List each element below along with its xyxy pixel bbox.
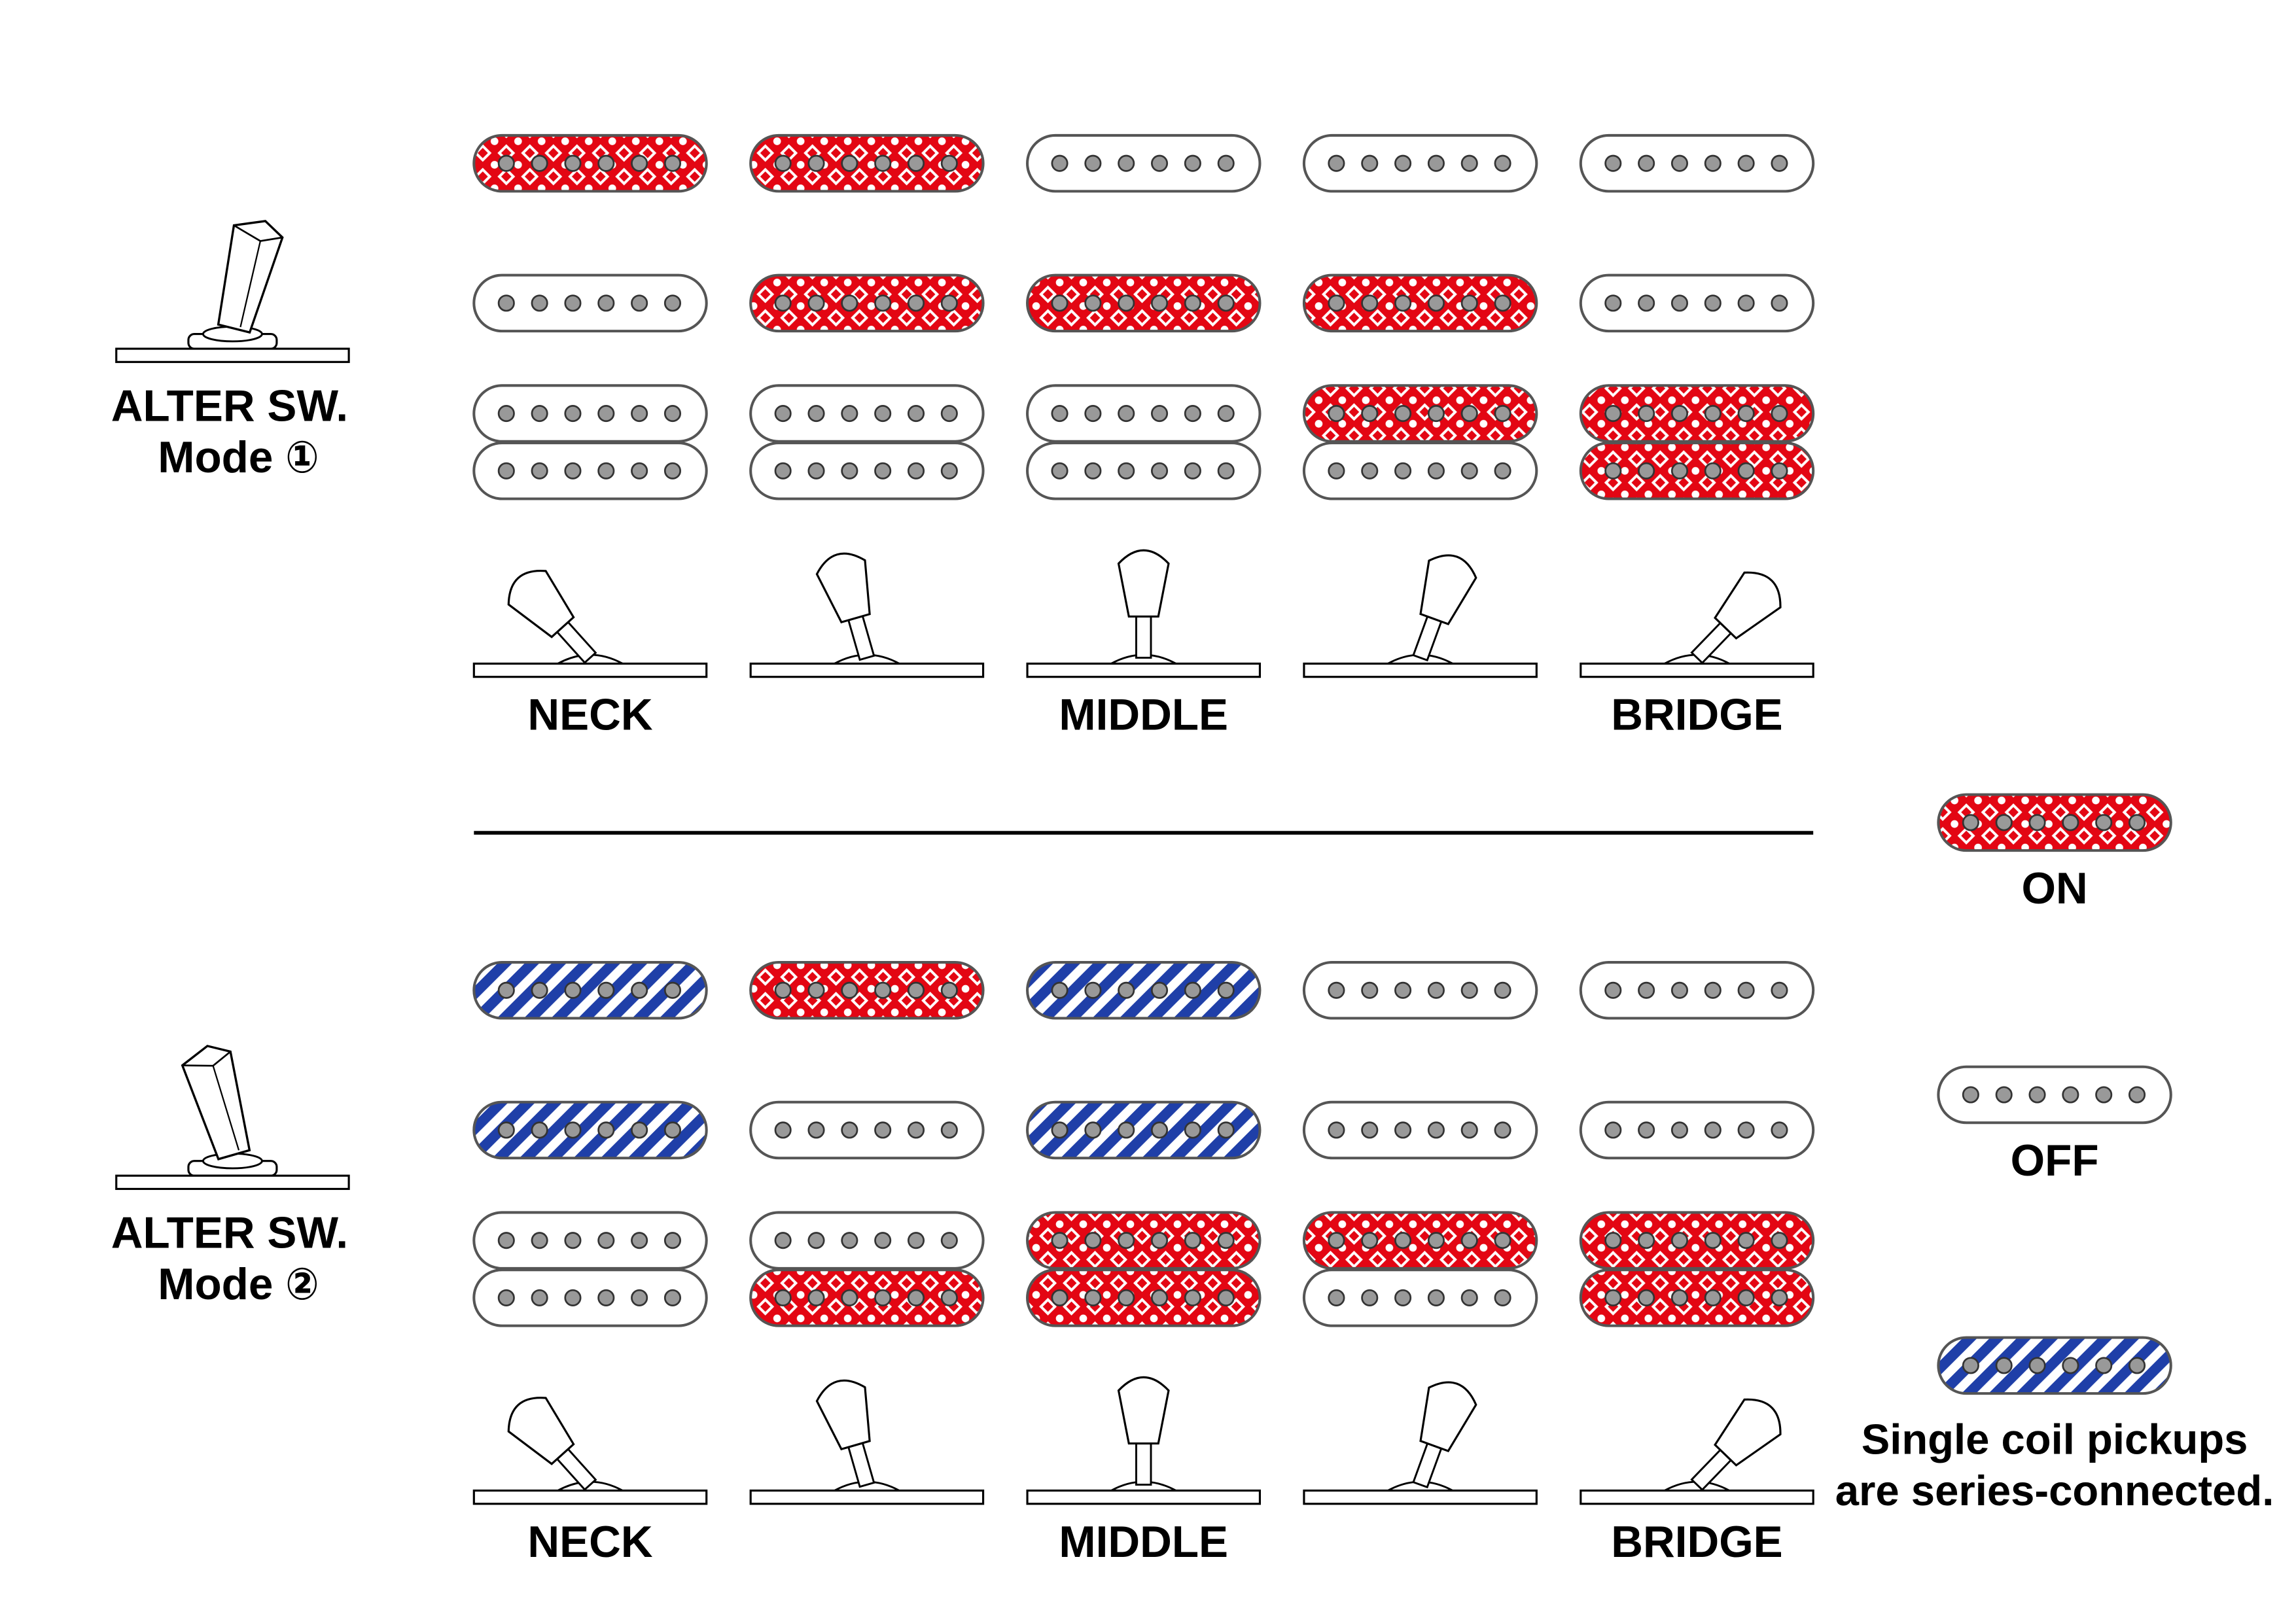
legend-on-swatch — [1937, 793, 2172, 852]
mode-2-position-4-middle-pickup — [1302, 1100, 1538, 1160]
mode-2-position-5-neck-pickup — [1579, 961, 1815, 1020]
mode-1-position-label-neck: NECK — [527, 691, 652, 740]
mode-2-position-3-bridge-humbucker-top-coil — [1026, 1211, 1262, 1270]
mode-2-position-2-bridge-humbucker-top-coil — [749, 1211, 985, 1270]
mode-1-position-3-neck-pickup — [1026, 133, 1262, 193]
mode-1-position-2-bridge-humbucker-top-coil — [749, 384, 985, 443]
mode-2-alter-switch-title: ALTER SW. — [111, 1208, 348, 1257]
mode-1-position-5-selector-icon — [1580, 571, 1814, 678]
legend-on-label: ON — [2021, 864, 2087, 913]
mode-2-position-1-middle-pickup — [472, 1100, 708, 1160]
mode-1-position-4-bridge-humbucker-bottom-coil — [1302, 442, 1538, 500]
mode-1-alter-switch-mode: Mode ① — [158, 433, 319, 482]
mode-2-position-3-middle-pickup — [1026, 1100, 1262, 1160]
mode-2-position-label-bridge: BRIDGE — [1611, 1518, 1782, 1567]
mode-1-position-2-middle-pickup — [749, 273, 985, 333]
mode-1-position-5-middle-pickup — [1579, 273, 1815, 333]
mode-2-position-3-bridge-humbucker-bottom-coil — [1026, 1268, 1262, 1327]
mode-2-position-5-bridge-humbucker-bottom-coil — [1579, 1268, 1815, 1327]
mode-1-position-2-selector-icon — [749, 552, 985, 678]
mode-1-position-1-bridge-humbucker-top-coil — [472, 384, 708, 443]
mode-2-position-1-bridge-humbucker-top-coil — [472, 1211, 708, 1270]
mode-1-position-5-bridge-humbucker-bottom-coil — [1579, 442, 1815, 500]
mode-2-position-4-neck-pickup — [1302, 961, 1538, 1020]
mode-2-position-label-neck: NECK — [527, 1518, 652, 1567]
mode-1-position-1-selector-icon — [472, 570, 708, 678]
legend-off-swatch — [1937, 1065, 2172, 1125]
mode-1-position-2-neck-pickup — [749, 133, 985, 193]
mode-2-position-5-selector-icon — [1580, 1398, 1814, 1505]
mode-2-position-3-selector-icon — [1026, 1376, 1262, 1505]
mode-2-alter-switch-mode: Mode ② — [158, 1260, 319, 1309]
mode-2-position-5-middle-pickup — [1579, 1100, 1815, 1160]
mode-2-position-4-bridge-humbucker-bottom-coil — [1302, 1268, 1538, 1327]
mode-1-position-1-middle-pickup — [472, 273, 708, 333]
mode-1-position-label-bridge: BRIDGE — [1611, 691, 1782, 740]
mode-1-alter-switch-icon — [115, 220, 350, 363]
mode-2-alter-switch-icon — [115, 1045, 350, 1191]
mode-2-position-2-bridge-humbucker-bottom-coil — [749, 1268, 985, 1327]
mode-2-position-4-bridge-humbucker-top-coil — [1302, 1211, 1538, 1270]
mode-1-position-4-bridge-humbucker-top-coil — [1302, 384, 1538, 443]
mode-2-position-1-bridge-humbucker-bottom-coil — [472, 1268, 708, 1327]
mode-2-position-2-neck-pickup — [749, 961, 985, 1020]
mode-1-position-3-middle-pickup — [1026, 273, 1262, 333]
mode-2-position-3-neck-pickup — [1026, 961, 1262, 1020]
mode-1-position-4-neck-pickup — [1302, 133, 1538, 193]
mode-1-position-3-selector-icon — [1026, 549, 1262, 678]
legend-series-swatch — [1937, 1336, 2172, 1395]
mode-1-position-5-bridge-humbucker-top-coil — [1579, 384, 1815, 443]
mode-1-position-5-neck-pickup — [1579, 133, 1815, 193]
mode-2-position-2-selector-icon — [749, 1379, 985, 1505]
legend-series-label-line1: Single coil pickups — [1862, 1415, 2248, 1463]
mode-1-position-1-neck-pickup — [472, 133, 708, 193]
mode-1-position-3-bridge-humbucker-top-coil — [1026, 384, 1262, 443]
mode-2-position-label-middle: MIDDLE — [1059, 1518, 1228, 1567]
mode-2-position-2-middle-pickup — [749, 1100, 985, 1160]
mode-2-position-5-bridge-humbucker-top-coil — [1579, 1211, 1815, 1270]
mode-2-position-4-selector-icon — [1303, 1381, 1538, 1505]
mode-1-position-label-middle: MIDDLE — [1059, 691, 1228, 740]
mode-2-position-1-neck-pickup — [472, 961, 708, 1020]
mode-1-position-2-bridge-humbucker-bottom-coil — [749, 442, 985, 500]
legend-off-label: OFF — [2011, 1136, 2099, 1185]
mode-1-position-4-middle-pickup — [1302, 273, 1538, 333]
legend-series-label-line2: are series-connected. — [1835, 1467, 2274, 1514]
mode-1-position-1-bridge-humbucker-bottom-coil — [472, 442, 708, 500]
mode-2-position-1-selector-icon — [472, 1397, 708, 1505]
mode-1-position-3-bridge-humbucker-bottom-coil — [1026, 442, 1262, 500]
mode-1-position-4-selector-icon — [1303, 554, 1538, 678]
mode-1-alter-switch-title: ALTER SW. — [111, 381, 348, 430]
